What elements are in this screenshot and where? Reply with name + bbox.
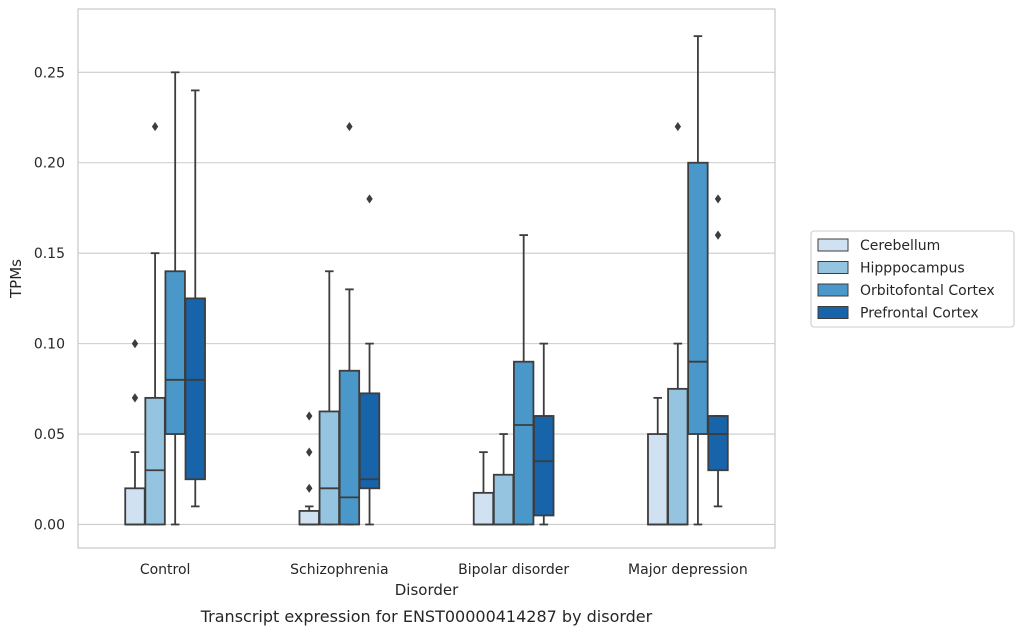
y-axis-label: TPMs [7,259,25,299]
legend-frame [810,230,1015,328]
box-prefrontal-cortex [358,194,381,526]
iqr-box [667,387,689,526]
iqr-box [298,510,320,526]
y-axis-ticks: 0.00 0.05 0.10 0.15 0.20 0.25 [34,65,65,533]
y-tick-label: 0.10 [34,337,65,353]
outlier-point [306,483,313,493]
outlier-point [366,194,373,204]
y-tick-label: 0.25 [34,65,65,81]
x-tick-label: Control [140,562,191,578]
x-tick-label: Bipolar disorder [458,562,569,578]
outlier-point [151,121,159,132]
legend-swatch [817,238,849,252]
box-hipppocampus [144,121,166,526]
iqr-box [647,433,669,526]
box-orbitofontal-cortex [338,121,361,526]
iqr-box [164,270,186,435]
outlier-point [131,339,139,349]
legend-label: Hipppocampus [860,261,965,277]
iqr-box [144,396,166,526]
iqr-box [707,415,729,472]
legend-label: Cerebellum [860,238,940,254]
iqr-box [338,369,361,526]
iqr-box [184,297,206,481]
iqr-box [124,487,146,526]
legend-swatch [817,261,849,274]
plot-area [77,8,776,549]
box-cerebellum [124,339,146,526]
box-prefrontal-cortex [533,342,555,526]
y-tick-label: 0.20 [34,156,65,172]
outlier-point [131,393,139,403]
figure-caption: Transcript expression for ENST0000041428… [200,607,653,626]
box-prefrontal-cortex [707,194,729,508]
y-tick-label: 0.15 [34,246,65,262]
outlier-point [306,447,313,457]
outlier-point [346,121,353,132]
iqr-box [472,491,495,526]
iqr-box [358,392,381,490]
y-tick-label: 0.00 [34,517,65,533]
y-tick-label: 0.05 [34,427,65,443]
iqr-box [513,360,535,526]
legend-swatch [817,283,849,297]
x-axis-ticks: Control Schizophrenia Bipolar disorder Majo… [140,562,748,578]
x-axis-label: Disorder [395,581,459,599]
box-orbitofontal-cortex [164,71,186,526]
iqr-box [318,410,340,526]
plot-frame [77,8,776,549]
legend-swatch [817,306,849,319]
box-cerebellum [298,411,320,526]
outlier-point [306,411,313,421]
iqr-box [687,161,709,435]
iqr-box [492,473,515,526]
box-orbitofontal-cortex [687,35,709,526]
legend-label: Orbitofontal Cortex [860,283,995,299]
outlier-point [714,194,722,204]
outlier-point [674,121,682,132]
x-tick-label: Major depression [628,562,748,578]
box-cerebellum [472,451,495,526]
box-hipppocampus [667,121,689,526]
legend-label: Prefrontal Cortex [860,306,979,322]
legend: Cerebellum Hipppocampus Orbitofontal Corte… [810,230,1015,328]
x-tick-label: Schizophrenia [290,562,388,578]
box-orbitofontal-cortex [513,234,535,526]
outlier-point [714,230,722,240]
iqr-box [533,415,555,517]
box-prefrontal-cortex [184,89,206,508]
